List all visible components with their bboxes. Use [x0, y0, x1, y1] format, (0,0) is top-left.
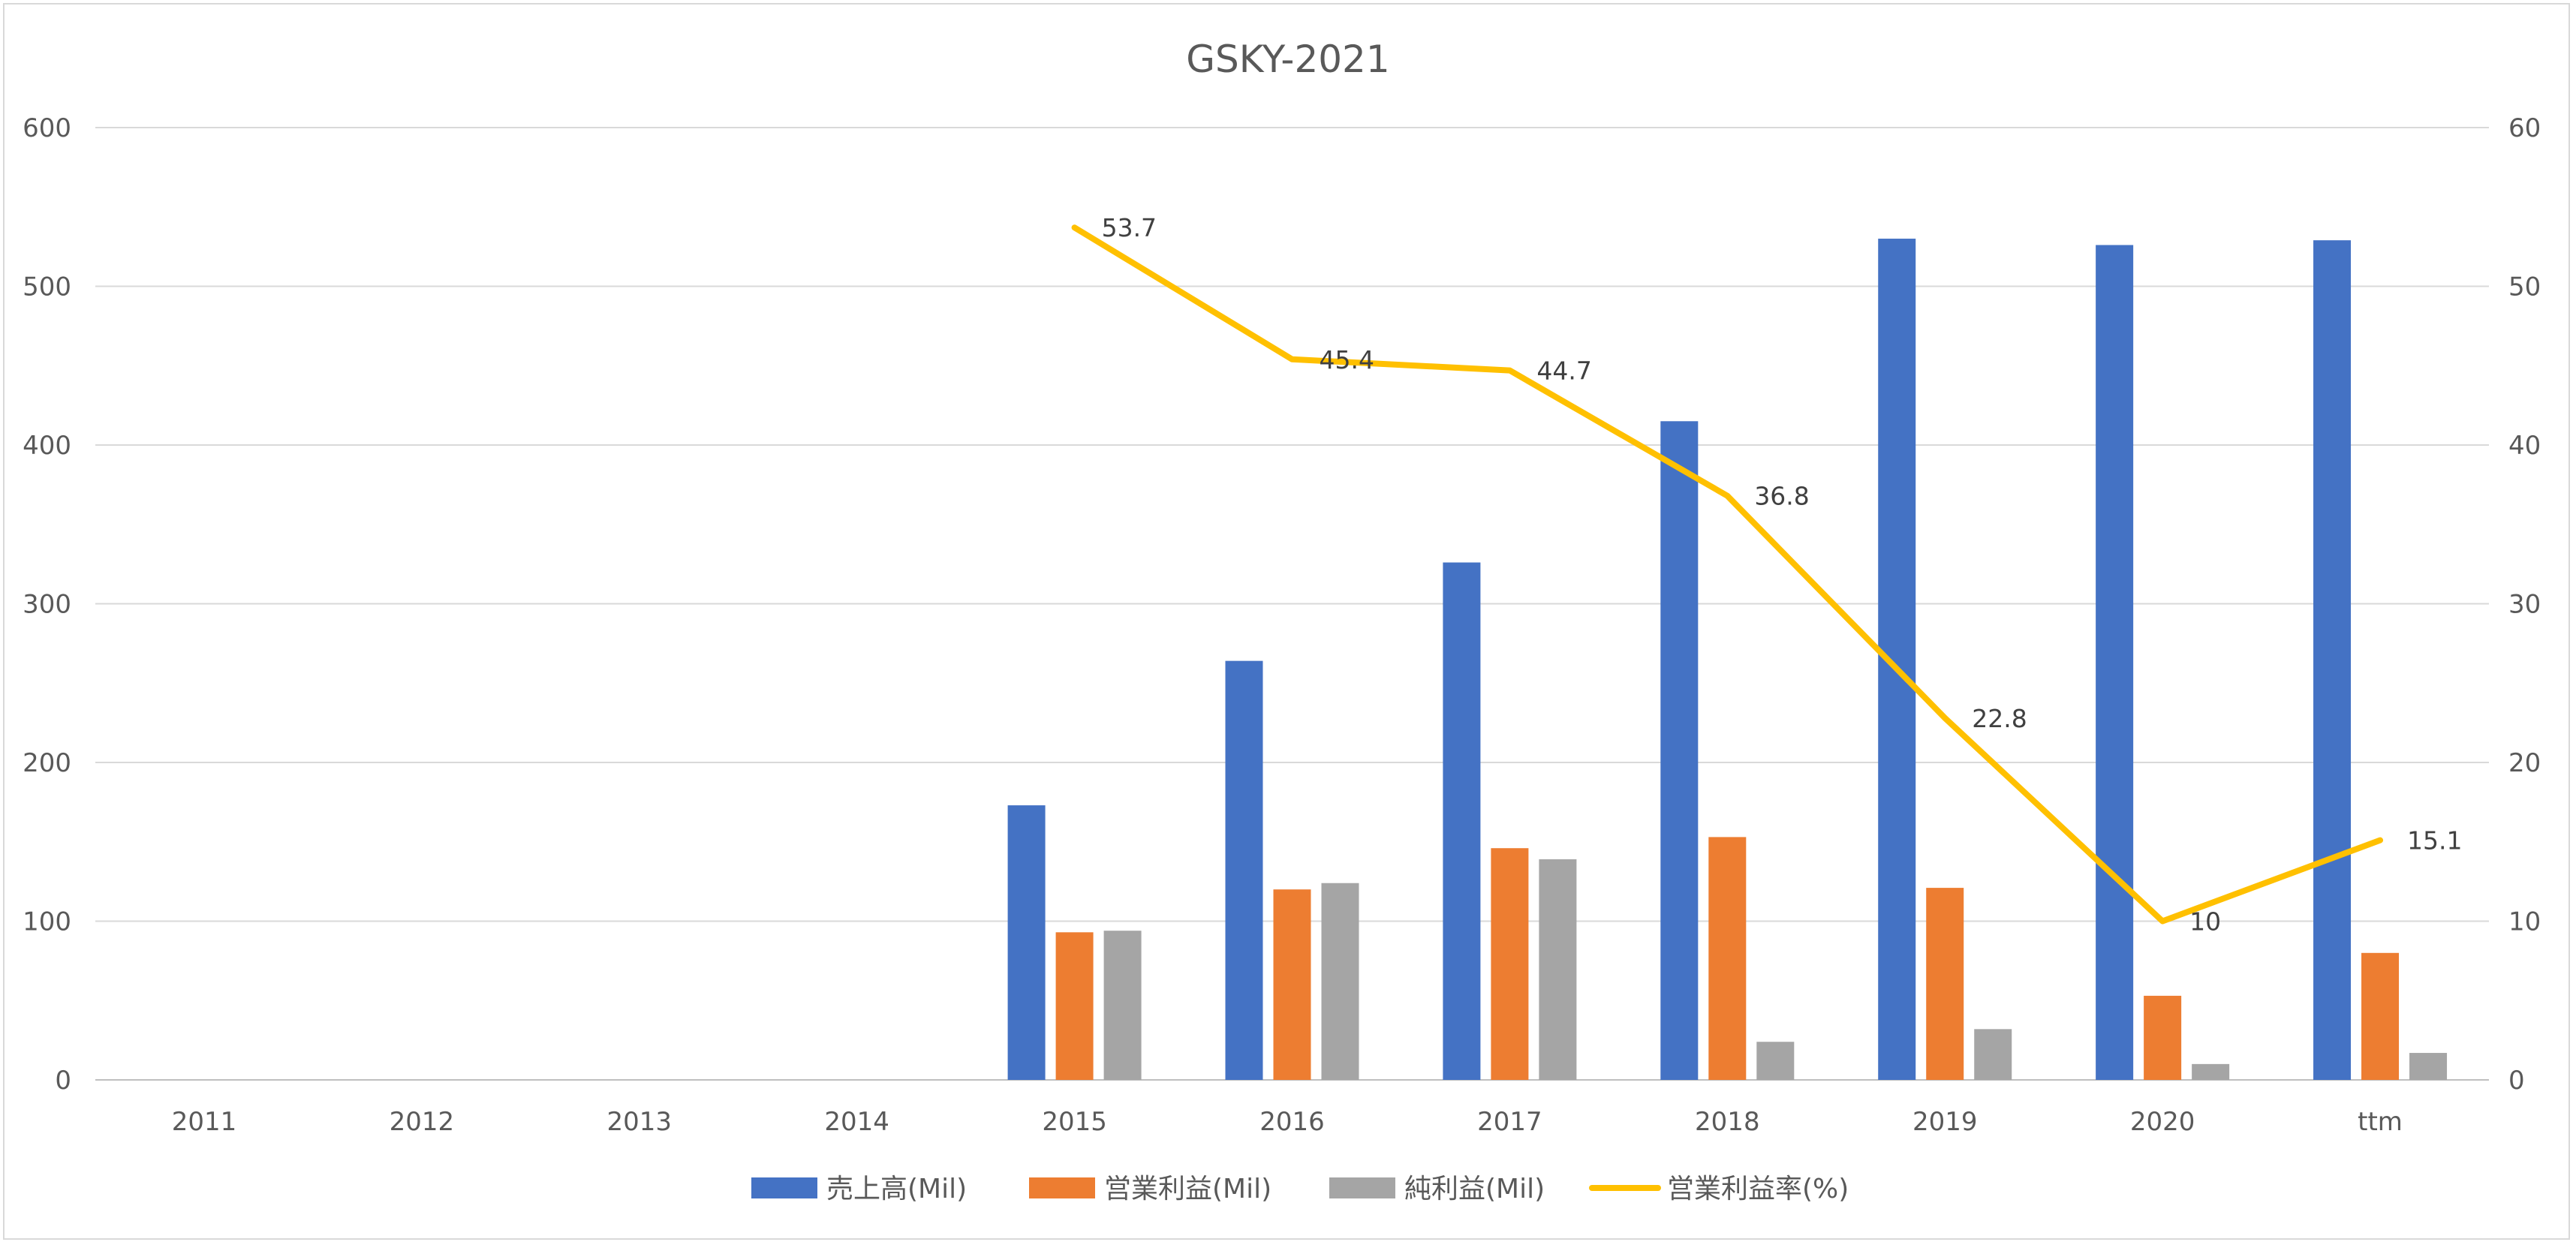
data-label: 10	[2189, 907, 2221, 937]
data-labels: 53.7 45.4 44.7 36.8 22.8 10 15.1	[1102, 213, 2463, 936]
legend-swatch	[1029, 1177, 1095, 1198]
line-point	[2379, 839, 2382, 841]
legend-swatch	[1329, 1177, 1395, 1198]
data-label: 45.4	[1320, 345, 1374, 374]
bar	[1321, 883, 1359, 1080]
data-label: 36.8	[1754, 482, 1809, 511]
y-right-tick-label: 40	[2508, 431, 2541, 461]
y-left-tick-label: 100	[23, 907, 71, 937]
y-right-tick-label: 10	[2508, 907, 2541, 937]
legend-label: 純利益(Mil)	[1404, 1174, 1545, 1204]
line-point	[1944, 717, 1946, 719]
bar	[1443, 562, 1481, 1080]
x-tick-label: 2018	[1695, 1107, 1760, 1137]
bars	[1007, 239, 2448, 1080]
margin-line-path	[1071, 224, 2384, 925]
bar	[1491, 848, 1529, 1080]
x-tick-label: 2012	[390, 1107, 455, 1137]
y-left-tick-label: 0	[55, 1066, 71, 1096]
y-right-tick-label: 60	[2508, 113, 2541, 143]
x-tick-label: 2015	[1042, 1107, 1107, 1137]
legend: 売上高(Mil) 営業利益(Mil) 純利益(Mil) 営業利益率(%)	[751, 1174, 1849, 1204]
bar	[1539, 859, 1577, 1080]
bar	[1660, 421, 1699, 1080]
y-left-tick-label: 400	[23, 431, 71, 461]
x-tick-label: 2020	[2130, 1107, 2195, 1137]
bar	[1225, 660, 1263, 1080]
x-tick-label: ttm	[2358, 1107, 2403, 1137]
bar	[1756, 1042, 1795, 1080]
legend-label: 営業利益率(%)	[1667, 1174, 1849, 1204]
data-label: 53.7	[1102, 213, 1157, 242]
line-point	[1291, 358, 1293, 360]
bar	[1974, 1029, 2012, 1080]
x-tick-label: 2013	[607, 1107, 673, 1137]
bar	[1708, 837, 1747, 1080]
bar	[2313, 240, 2352, 1080]
data-label: 22.8	[1972, 704, 2027, 733]
data-label: 15.1	[2407, 826, 2462, 856]
y-right-tick-label: 0	[2508, 1066, 2525, 1096]
bar	[2192, 1063, 2230, 1080]
bar	[1273, 889, 1311, 1080]
x-tick-label: 2011	[172, 1107, 237, 1137]
bar	[1055, 932, 1094, 1080]
bar	[2096, 245, 2134, 1080]
gridlines	[95, 127, 2489, 1081]
y-left-tick-label: 500	[23, 272, 71, 302]
x-tick-label: 2014	[824, 1107, 889, 1137]
bar	[2361, 952, 2400, 1080]
y-left-tick-label: 300	[23, 590, 71, 620]
x-tick-label: 2016	[1259, 1107, 1325, 1137]
line-point	[1073, 227, 1076, 229]
y-left-tick-label: 200	[23, 748, 71, 778]
bar	[1007, 805, 1046, 1080]
margin-line	[1071, 224, 2384, 925]
y-axis-right: 0 10 20 30 40 50 60	[2508, 113, 2541, 1096]
bar	[2144, 995, 2182, 1080]
chart-title: GSKY-2021	[1186, 38, 1389, 81]
y-right-tick-label: 50	[2508, 272, 2541, 302]
y-axis-left: 0 100 200 300 400 500 600	[23, 113, 71, 1096]
bar	[2409, 1053, 2448, 1080]
y-left-tick-label: 600	[23, 113, 71, 143]
bar	[1103, 931, 1142, 1080]
legend-swatch	[751, 1177, 817, 1198]
legend-label: 売上高(Mil)	[826, 1174, 967, 1204]
x-axis: 2011 2012 2013 2014 2015 2016 2017 2018 2019 2020…	[172, 1107, 2403, 1137]
y-right-tick-label: 20	[2508, 748, 2541, 778]
line-point	[1509, 369, 1511, 371]
line-point	[1726, 495, 1729, 497]
y-right-tick-label: 30	[2508, 590, 2541, 620]
line-point	[2162, 920, 2164, 922]
x-tick-label: 2017	[1477, 1107, 1542, 1137]
bar	[1926, 888, 1964, 1080]
data-label: 44.7	[1536, 356, 1591, 386]
legend-label: 営業利益(Mil)	[1104, 1174, 1271, 1204]
x-tick-label: 2019	[1912, 1107, 1978, 1137]
